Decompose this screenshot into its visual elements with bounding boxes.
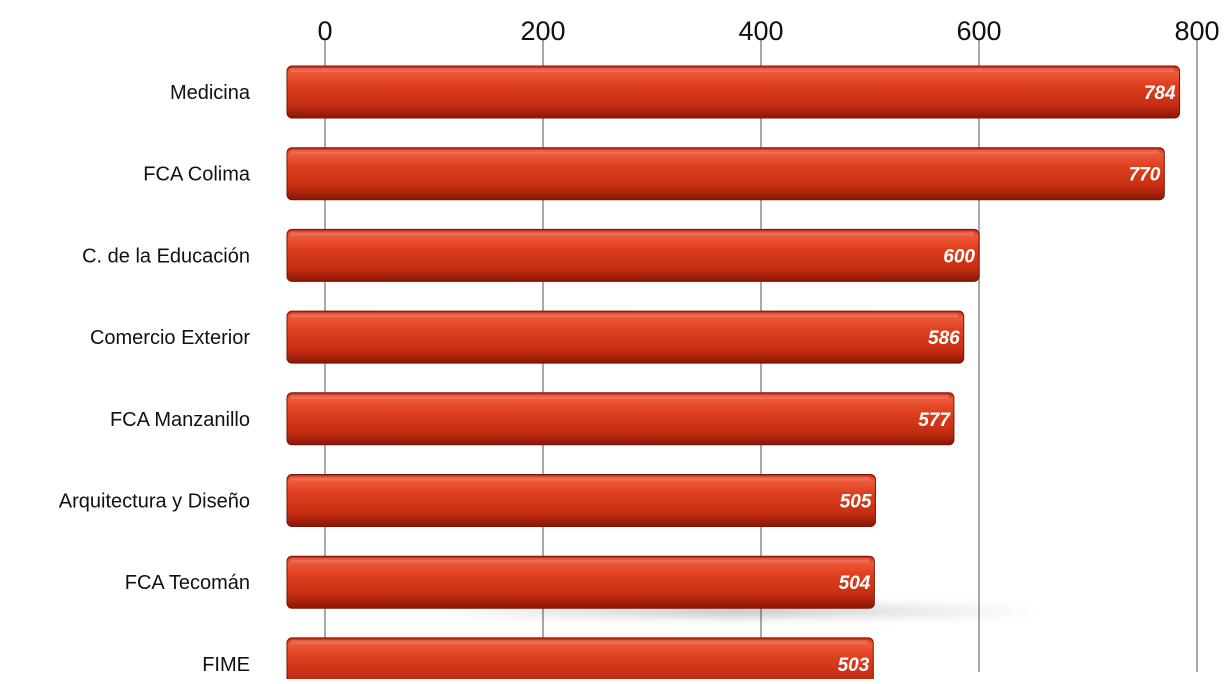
x-axis-ticks: 0 200 400 600 800 [317, 16, 1219, 46]
bars [286, 65, 1181, 684]
category-labels: Medicina FCA Colima C. de la Educación Come… [59, 82, 251, 676]
bar-shadow [430, 606, 1040, 617]
category-label: Medicina [170, 82, 251, 104]
bar [286, 392, 955, 446]
bar-highlight [290, 558, 870, 563]
category-label: FCA Tecomán [125, 572, 250, 594]
category-label: FIME [202, 654, 250, 676]
category-label: FCA Colima [143, 164, 251, 186]
data-label: 577 [918, 410, 951, 431]
x-tick-label: 800 [1174, 16, 1219, 46]
x-tick-label: 600 [956, 16, 1001, 46]
bar-highlight [290, 68, 1175, 72]
x-tick-label: 200 [520, 16, 565, 46]
bar-highlight [290, 231, 974, 236]
data-label: 784 [1144, 83, 1176, 104]
bar-shadows [430, 606, 1040, 617]
bar-highlight [290, 149, 1160, 154]
data-label: 505 [840, 492, 872, 513]
category-label: C. de la Educación [82, 245, 250, 267]
bar [286, 637, 874, 684]
bar-highlight [290, 639, 869, 644]
bar [286, 474, 876, 527]
bar [286, 65, 1181, 119]
value-labels: 784 770 600 586 577 505 504 503 [838, 83, 1176, 676]
bar [286, 228, 980, 282]
x-tick-label: 0 [317, 16, 332, 46]
bar-highlight [290, 313, 959, 318]
category-label: Comercio Exterior [90, 327, 250, 349]
bar [286, 555, 875, 609]
bar-highlight [290, 476, 871, 481]
data-label: 586 [928, 328, 960, 349]
data-label: 770 [1129, 165, 1161, 186]
data-label: 503 [838, 655, 870, 676]
bar [286, 310, 965, 364]
x-tick-label: 400 [738, 16, 783, 46]
bar [286, 147, 1165, 201]
category-label: FCA Manzanillo [110, 409, 250, 431]
data-label: 600 [943, 246, 975, 267]
data-label: 504 [839, 573, 871, 594]
bar-highlight [290, 394, 949, 399]
category-label: Arquitectura y Diseño [59, 491, 250, 513]
